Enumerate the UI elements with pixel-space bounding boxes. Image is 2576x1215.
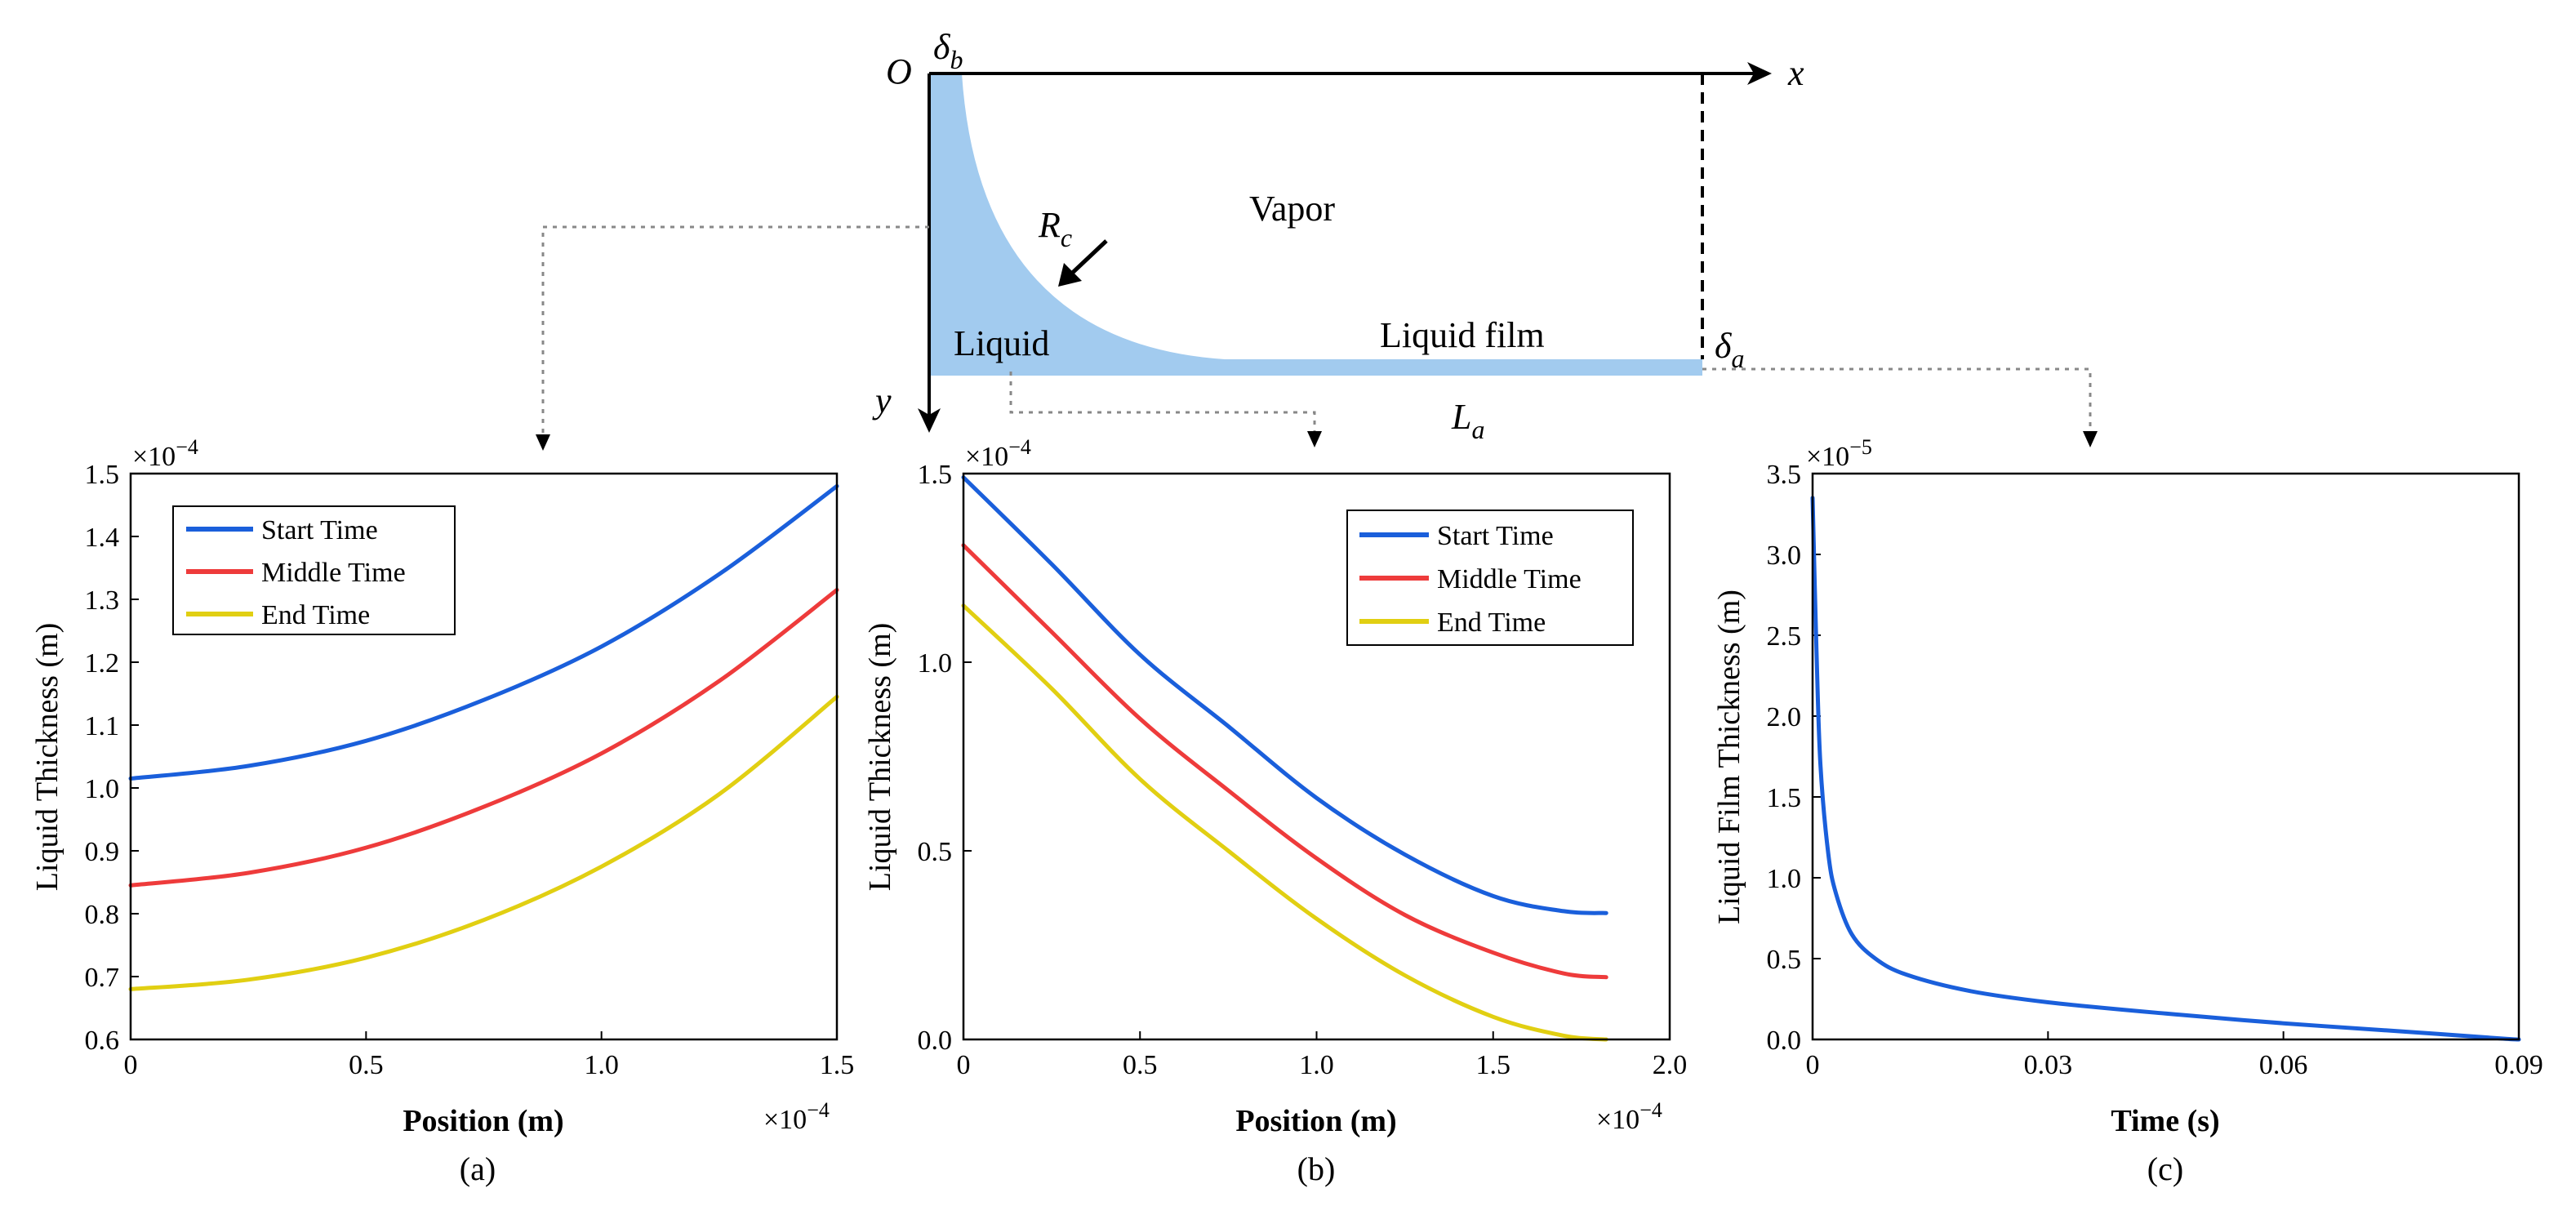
chart-a-ytick-label: 1.5 [85,460,120,490]
legend-a-end: End Time [261,600,370,630]
chart-b-xtick-label: 0 [957,1050,971,1080]
legend-a-start: Start Time [261,515,378,545]
vapor-label: Vapor [1249,189,1335,229]
x-arrowhead [1747,62,1772,85]
chart-b-frame [962,472,1671,1041]
y-arrowhead [918,408,941,433]
chart-c-ytick-label: 3.5 [1767,460,1802,490]
chart-a-ytick-label: 0.7 [85,963,120,993]
leader-arrow-b [1307,431,1322,447]
chart-b: 0 0.5 1.0 1.5 2.0 0.0 0.5 1.0 1.5 Start Time Mid… [863,435,1687,1187]
legend-b-end: End Time [1437,608,1546,638]
chart-b-xtick-label: 1.5 [1476,1050,1511,1080]
chart-c-ytick-label: 2.0 [1767,702,1802,732]
radius-arrowhead [1058,263,1082,287]
chart-a-series-end-time [128,694,839,991]
chart-a-panel-label: (a) [460,1150,496,1187]
x-axis-label: x [1787,53,1804,93]
chart-a-xtick-label: 0.5 [349,1050,384,1080]
chart-b-series-start-time [961,475,1608,915]
chart-b-xlabel: Position (m) [1235,1104,1396,1138]
leader-line-b [1009,372,1316,433]
chart-a-legend: Start Time Middle Time End Time [172,505,456,635]
chart-a-ytick-label: 1.1 [85,711,120,741]
legend-b-start: Start Time [1437,521,1554,551]
chart-a-xtick-label: 0 [124,1050,138,1080]
chart-a-xlabel: Position (m) [403,1104,563,1138]
chart-a-frame [129,472,839,1041]
schematic-diagram: O x y δb δa Rc La Vapor Liquid Liquid fi… [536,27,2098,451]
legend-a-middle: Middle Time [261,558,406,588]
chart-a-ytick-label: 1.3 [85,585,120,616]
leader-line-a [541,225,929,437]
chart-b-panel-label: (b) [1297,1150,1336,1187]
delta-a-label: δa [1715,326,1744,373]
chart-a-ytick-label: 1.4 [85,523,120,553]
liquid-region [929,73,1702,376]
chart-c-xlabel: Time (s) [2111,1104,2219,1138]
chart-b-xtick-label: 0.5 [1123,1050,1158,1080]
chart-a-ytick-label: 0.9 [85,837,120,867]
chart-a-ylabel: Liquid Thickness (m) [30,623,65,892]
chart-c-ytick-label: 1.5 [1767,783,1802,813]
chart-c-xtick-label: 0.06 [2259,1050,2308,1080]
chart-a-x-multiplier: ×10−4 [763,1098,830,1135]
chart-c-xtick-label: 0.03 [2024,1050,2073,1080]
chart-c-xtick-label: 0 [1806,1050,1820,1080]
liquid-label: Liquid [954,323,1049,363]
chart-c-panel-label: (c) [2147,1150,2183,1187]
leader-line-c [1702,367,2092,433]
chart-c-frame [1811,472,2520,1041]
chart-b-ytick-label: 1.0 [918,648,953,679]
chart-c-y-multiplier: ×10−5 [1806,435,1872,472]
chart-b-legend: Start Time Middle Time End Time [1346,510,1634,646]
chart-b-ylabel: Liquid Thickness (m) [863,623,897,892]
chart-b-x-multiplier: ×10−4 [1596,1098,1662,1135]
chart-c-series-liquid-film-thickness [1810,496,2521,1042]
chart-c-ytick-label: 2.5 [1767,621,1802,652]
chart-a-ytick-label: 1.0 [85,774,120,804]
chart-c-ytick-label: 0.0 [1767,1026,1802,1056]
chart-a-ytick-label: 0.8 [85,900,120,930]
chart-a-ytick-label: 1.2 [85,648,120,679]
chart-c-ytick-label: 1.0 [1767,864,1802,894]
chart-a-y-multiplier: ×10−4 [132,435,198,472]
radius-label: Rc [1038,205,1072,252]
y-axis-label: y [872,381,892,421]
chart-b-xtick-label: 1.0 [1299,1050,1334,1080]
chart-b-xtick-label: 2.0 [1653,1050,1688,1080]
film-label: Liquid film [1380,315,1545,355]
chart-c: 0 0.03 0.06 0.09 0.0 0.5 1.0 1.5 2.0 2.5 3.0 3.5 ×1… [1712,435,2543,1187]
length-label: La [1451,397,1484,444]
origin-label: O [886,51,912,91]
chart-a-xtick-label: 1.5 [820,1050,855,1080]
chart-c-ytick-label: 0.5 [1767,945,1802,975]
chart-a-ytick-label: 0.6 [85,1026,120,1056]
chart-c-ylabel: Liquid Film Thickness (m) [1712,590,1746,924]
leader-arrow-a [536,434,550,451]
delta-b-label: δb [933,27,963,74]
chart-b-ytick-label: 0.5 [918,837,953,867]
legend-b-middle: Middle Time [1437,564,1582,594]
leader-arrow-c [2083,431,2098,447]
chart-b-y-multiplier: ×10−4 [965,435,1031,472]
chart-a-series-start-time [128,483,839,781]
chart-b-series-middle-time [961,543,1608,980]
chart-b-ytick-label: 1.5 [918,460,953,490]
chart-a: 0 0.5 1.0 1.5 0.6 0.7 0.8 0.9 1.0 1.1 1.2 1.3 1.4 1.5… [30,435,854,1187]
chart-b-ytick-label: 0.0 [918,1026,953,1056]
chart-b-series-end-time [961,603,1608,1042]
chart-c-ytick-label: 3.0 [1767,541,1802,571]
chart-c-xtick-label: 0.09 [2494,1050,2543,1080]
chart-a-xtick-label: 1.0 [584,1050,619,1080]
chart-a-series-middle-time [128,588,839,888]
